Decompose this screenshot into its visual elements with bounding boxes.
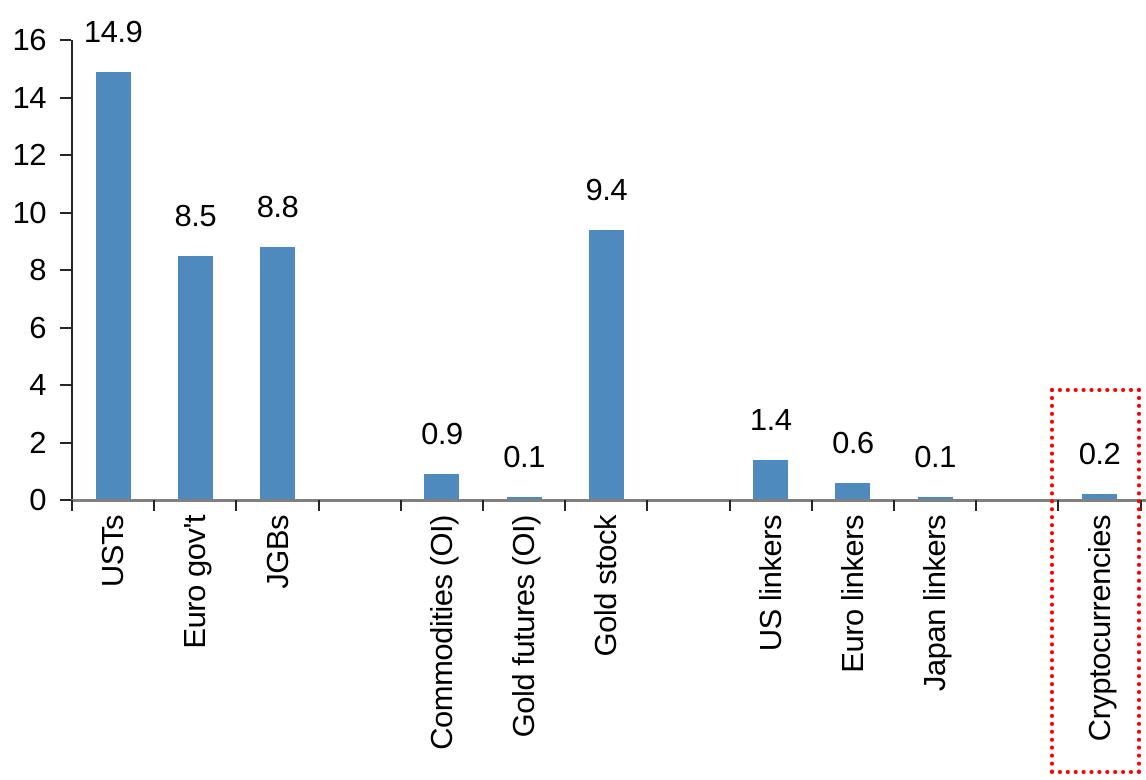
value-label: 1.4 <box>749 401 792 437</box>
y-tick-label: 2 <box>29 424 46 460</box>
x-axis-tick <box>399 500 402 511</box>
bar <box>1082 494 1117 500</box>
value-label: 0.1 <box>503 439 545 475</box>
x-axis-tick <box>482 500 484 511</box>
value-label: 0.2 <box>1078 436 1121 472</box>
category-label: Euro gov't <box>154 515 236 780</box>
category-label: JGBs <box>237 515 319 780</box>
category-label-text: Gold futures (OI) <box>506 515 542 738</box>
x-axis-tick <box>71 500 73 511</box>
category-label-text: Japan linkers <box>917 515 953 692</box>
y-tick-label: 4 <box>29 367 46 402</box>
y-tick-label: 12 <box>12 137 47 172</box>
bar <box>95 71 131 500</box>
value-label: 8.5 <box>174 197 217 233</box>
y-axis-tick <box>60 441 71 444</box>
x-axis-tick <box>235 500 238 511</box>
y-tick-label: 0 <box>29 482 46 517</box>
bar <box>835 482 871 500</box>
category-label-text: Euro gov't <box>177 515 213 649</box>
bar <box>917 497 953 500</box>
category-label: Euro linkers <box>812 515 894 780</box>
x-axis-tick <box>153 500 156 511</box>
y-axis-line <box>71 40 73 501</box>
y-axis-tick <box>60 326 71 329</box>
category-label-text: Gold stock <box>588 515 624 657</box>
category-label: Commodities (OI) <box>401 515 483 780</box>
x-axis-baseline <box>71 499 1146 502</box>
value-label: 14.9 <box>83 13 143 49</box>
x-axis-tick <box>728 500 731 511</box>
bar <box>506 497 542 500</box>
category-label-text: Commodities (OI) <box>423 515 459 750</box>
y-axis-tick <box>60 39 71 41</box>
value-label: 0.9 <box>421 416 463 452</box>
y-axis-tick <box>60 211 71 214</box>
category-label: US linkers <box>730 515 812 780</box>
x-axis-tick <box>317 500 320 511</box>
x-axis-tick <box>1057 500 1060 511</box>
y-axis-tick <box>60 154 71 156</box>
y-axis-tick <box>60 384 71 386</box>
bar <box>260 247 295 500</box>
x-axis-tick <box>564 500 567 511</box>
x-axis-tick <box>1139 500 1142 511</box>
highlight-box <box>1049 388 1141 774</box>
y-axis-tick <box>60 269 71 271</box>
y-axis-tick <box>60 499 71 501</box>
bar <box>753 459 789 500</box>
category-label-text: US linkers <box>752 515 788 652</box>
category-label: Gold stock <box>565 515 647 780</box>
y-tick-label: 8 <box>29 252 46 287</box>
x-axis-tick <box>975 500 978 511</box>
value-label: 0.6 <box>832 424 874 460</box>
category-label: Japan linkers <box>894 515 976 780</box>
bar <box>588 229 624 500</box>
category-label: USTs <box>72 515 154 780</box>
value-label: 0.1 <box>914 439 956 475</box>
y-tick-label: 10 <box>12 194 47 230</box>
y-tick-label: 14 <box>12 79 47 115</box>
category-label-text: USTs <box>95 515 131 588</box>
bar <box>177 255 213 500</box>
y-tick-label: 6 <box>29 309 46 345</box>
category-label-text: JGBs <box>259 515 295 589</box>
x-axis-tick <box>646 500 649 511</box>
y-tick-label: 16 <box>12 22 47 57</box>
value-label: 8.8 <box>256 189 299 224</box>
category-label-text: Euro linkers <box>834 515 870 673</box>
value-label: 9.4 <box>585 171 628 207</box>
bar <box>424 474 460 500</box>
category-label: Gold futures (OI) <box>483 515 565 780</box>
y-axis-tick <box>60 96 71 99</box>
x-axis-tick <box>893 500 895 511</box>
x-axis-tick <box>810 500 813 511</box>
